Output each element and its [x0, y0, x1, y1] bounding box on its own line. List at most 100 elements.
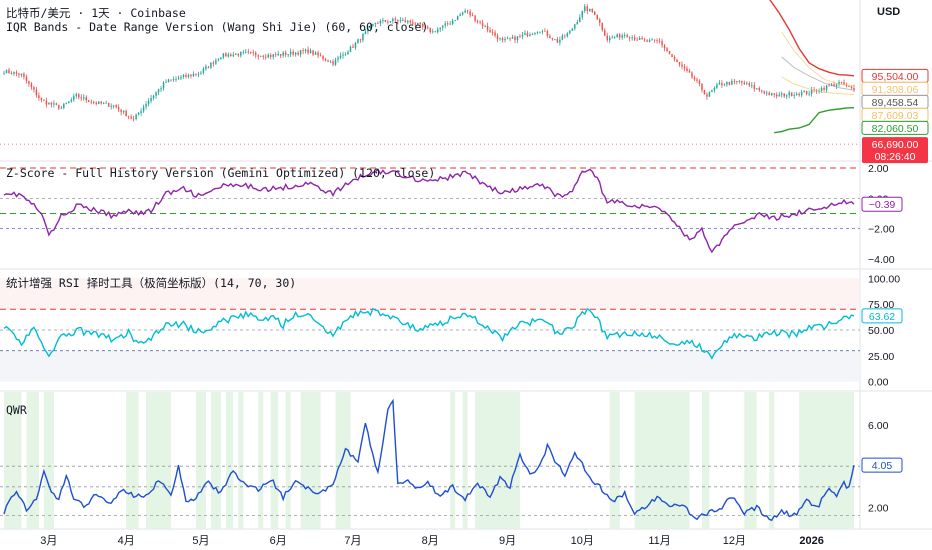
candle-body [618, 34, 621, 38]
candle-body [58, 104, 60, 109]
candle-body [267, 54, 269, 58]
candle-body [354, 42, 357, 48]
candle-body [262, 55, 264, 57]
iqr-bands-legend[interactable]: IQR Bands - Date Range Version (Wang Shi… [6, 20, 429, 34]
zscore-axis-tick: −4.00 [868, 254, 895, 266]
zscore-series-line [3, 168, 855, 254]
candle-body [250, 51, 252, 53]
qwr-signal-shade [609, 392, 620, 529]
candle-body [75, 94, 78, 97]
candle-body [25, 76, 28, 82]
candle-body [374, 22, 377, 25]
candle-body [516, 36, 519, 41]
rsi-current-label: 63.62 [869, 311, 895, 323]
candle-body [90, 101, 92, 103]
qwr-signal-shade [4, 392, 22, 529]
candle-body [494, 32, 496, 36]
candle-body [439, 27, 441, 30]
candle-body [48, 102, 50, 105]
candle-body [459, 14, 461, 16]
candle-body [152, 95, 155, 99]
qwr-legend[interactable]: QWR [6, 403, 27, 417]
candle-body [367, 28, 369, 32]
candle-body [733, 80, 736, 82]
candle-body [803, 91, 805, 93]
candle-body [292, 51, 294, 55]
candle-body [387, 21, 389, 23]
candle-body [691, 72, 693, 78]
candle-body [653, 39, 656, 41]
candle-body [504, 39, 506, 41]
time-tick-label: 7月 [344, 535, 361, 547]
candle-body [115, 105, 117, 108]
candle-body [711, 90, 713, 92]
rsi-axis-tick: 25.00 [868, 351, 894, 363]
qwr-axis-tick: 2.00 [868, 502, 889, 514]
candle-body [162, 82, 165, 89]
candle-body [541, 30, 544, 32]
candle-body [825, 85, 828, 90]
candle-body [474, 15, 476, 21]
candle-body [800, 92, 803, 96]
candle-body [761, 90, 763, 92]
price-label-box-lower_band [861, 120, 929, 135]
candle-body [65, 103, 68, 105]
qwr-signal-shade [701, 392, 710, 529]
candle-body [23, 73, 25, 77]
candle-body [683, 66, 686, 69]
candle-body [155, 92, 157, 96]
candle-body [3, 73, 5, 75]
candle-body [329, 61, 332, 63]
candle-body [671, 54, 673, 57]
candle-body [334, 59, 337, 65]
candle-body [33, 87, 35, 90]
candle-body [165, 81, 167, 83]
candle-body [322, 56, 324, 60]
qwr-current-label: 4.05 [872, 460, 893, 472]
candle-body [501, 38, 504, 41]
candle-body [344, 54, 347, 56]
candle-body [651, 39, 653, 41]
candle-body [379, 20, 382, 24]
countdown-label: 08:26:40 [875, 151, 916, 163]
candle-body [235, 53, 237, 55]
candle-body [584, 6, 586, 11]
candle-body [713, 87, 716, 91]
candle-body [187, 74, 190, 77]
candle-body [324, 59, 327, 61]
candle-body [616, 34, 618, 38]
candle-body [471, 15, 474, 17]
candle-body [172, 79, 175, 80]
time-tick-label: 11月 [648, 535, 670, 547]
candle-body [621, 35, 623, 38]
candle-body [130, 116, 132, 119]
candle-body [105, 102, 107, 104]
candle-body [838, 82, 840, 85]
candle-body [603, 30, 606, 36]
candle-body [845, 85, 848, 87]
iqr-band-mid [781, 56, 855, 91]
candle-body [721, 82, 723, 86]
candle-body [409, 20, 412, 23]
candle-body [716, 84, 718, 88]
qwr-signal-shade [195, 392, 206, 529]
candle-body [392, 18, 394, 22]
candle-body [279, 54, 282, 56]
candle-body [68, 101, 70, 104]
candle-body [506, 38, 509, 40]
candle-body [848, 86, 850, 87]
currency-label[interactable]: USD [877, 6, 901, 18]
candle-body [746, 83, 748, 85]
price-label-lower_band: 82,060.50 [872, 123, 919, 135]
candle-body [304, 49, 307, 52]
time-tick-label: 5月 [192, 535, 209, 547]
candle-body [197, 73, 200, 75]
rsi-legend[interactable]: 统计增强 RSI 择时工具（极简坐标版）(14, 70, 30) [6, 276, 297, 290]
candle-body [160, 88, 162, 90]
zscore-legend[interactable]: Z-Score - Full History Version (Gemini O… [6, 166, 436, 180]
candle-body [484, 26, 486, 27]
candle-body [427, 26, 429, 28]
candle-body [643, 39, 646, 41]
